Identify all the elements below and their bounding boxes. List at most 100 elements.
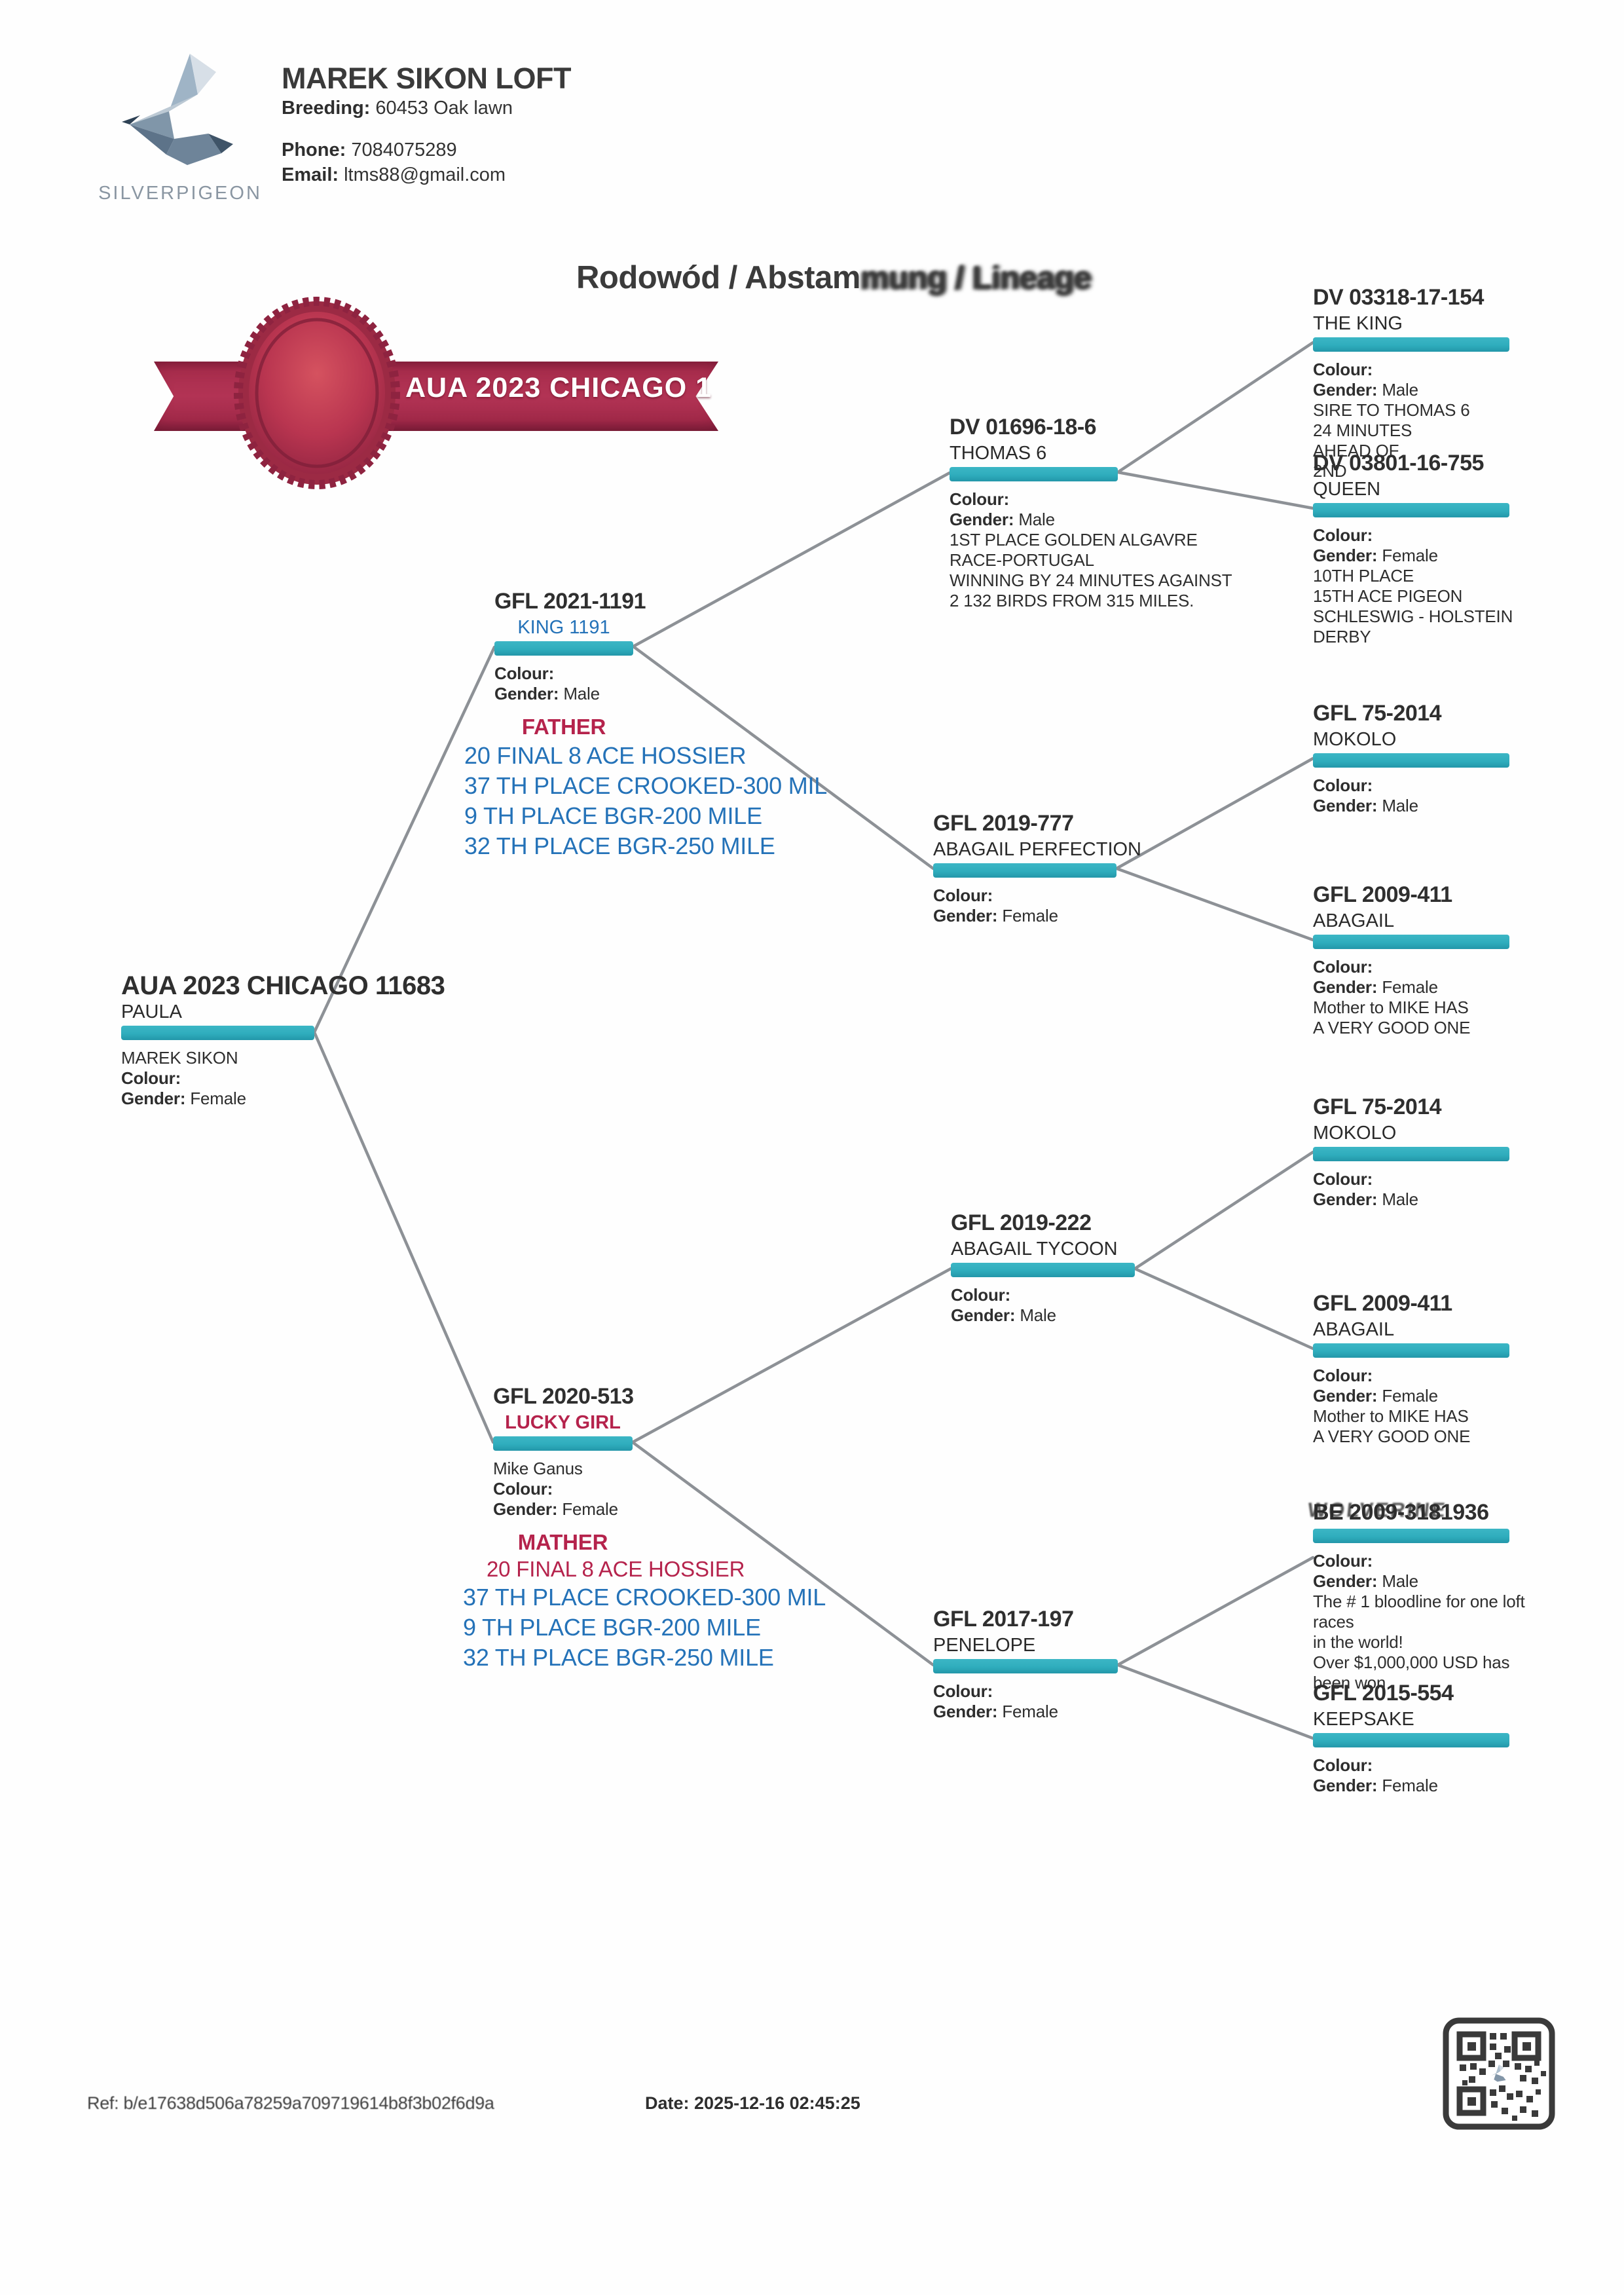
detail-value: 20 FINAL 8 ACE HOSSIER — [464, 742, 747, 769]
detail-line: Gender: Male — [1313, 380, 1601, 400]
date-value: 2025-12-16 02:45:25 — [694, 2093, 860, 2113]
detail-label: Colour: — [1313, 957, 1373, 977]
detail-value: 15TH ACE PIGEON — [1313, 586, 1463, 606]
ring-number: BE 2009-3181936 WOLVERINE — [1306, 1498, 1601, 1527]
detail-value: Over $1,000,000 USD has — [1313, 1652, 1510, 1672]
detail-value: 2ND — [1313, 461, 1347, 481]
overlay-name: WOLVERINE — [1306, 1499, 1449, 1521]
detail-label: Gender: — [1313, 796, 1378, 815]
detail-value: Male — [1382, 796, 1418, 815]
detail-line: Colour: — [951, 1285, 1232, 1305]
pigeon-name: ABAGAIL TYCOON — [951, 1239, 1118, 1259]
detail-line: in the world! — [1313, 1632, 1601, 1652]
detail-label: Colour: — [1313, 360, 1373, 379]
pigeon-name: KEEPSAKE — [1313, 1709, 1414, 1730]
pigeon-name: MOKOLO — [1313, 729, 1397, 750]
detail-label: Colour: — [1313, 1169, 1373, 1189]
highlight-bar — [1313, 1529, 1509, 1543]
detail-line: Gender: Male — [1313, 1571, 1601, 1592]
detail-label: Gender: — [933, 906, 998, 925]
detail-value: 32 TH PLACE BGR-250 MILE — [463, 1644, 774, 1671]
pigeon-name: ABAGAIL — [1313, 1319, 1395, 1340]
detail-line: 32 TH PLACE BGR-250 MILE — [464, 831, 848, 861]
detail-line: WINNING BY 24 MINUTES AGAINST — [950, 570, 1232, 591]
detail-label: Gender: — [493, 1499, 558, 1519]
node-ggp6: GFL 2009-411 ABAGAIL Colour: Gender: Fem… — [1313, 1289, 1601, 1447]
detail-line: MAREK SIKON — [121, 1048, 527, 1068]
detail-line: Gender: Female — [1313, 1776, 1601, 1796]
detail-value: A VERY GOOD ONE — [1313, 1018, 1471, 1037]
pigeon-name: ABAGAIL PERFECTION — [933, 839, 1141, 860]
detail-line: 15TH ACE PIGEON — [1313, 586, 1601, 606]
detail-line: 2 132 BIRDS FROM 315 MILES. — [950, 591, 1231, 611]
detail-label: Colour: — [1313, 1551, 1373, 1571]
detail-line: Gender: Male — [1313, 1189, 1601, 1210]
detail-value: 20 FINAL 8 ACE HOSSIER — [487, 1557, 745, 1581]
detail-label: Gender: — [950, 510, 1014, 529]
detail-line: Colour: — [494, 663, 848, 684]
node-details: Colour: Gender: Female Mother to MIKE HAS… — [1313, 1366, 1601, 1447]
detail-line: Gender: Male — [494, 684, 848, 704]
highlight-bar — [1313, 337, 1509, 352]
pigeon-name: PAULA — [121, 1001, 182, 1022]
detail-line: A VERY GOOD ONE — [1313, 1018, 1601, 1038]
ring-number: DV 03318-17-154 — [1313, 285, 1484, 310]
node-gp1: DV 01696-18-6 THOMAS 6 Colour: Gender: M… — [950, 413, 1232, 611]
detail-line: MATHER — [493, 1529, 633, 1556]
page-title: Rodowód / Abstammung / Lineage — [576, 259, 1092, 296]
detail-line: Gender: Male — [1313, 796, 1601, 816]
detail-line: 37 TH PLACE CROOKED-300 MIL — [464, 771, 848, 801]
ring-number: GFL 2009-411 — [1313, 1291, 1452, 1316]
detail-label: Gender: — [1313, 380, 1378, 400]
detail-line: DERBY — [1313, 627, 1601, 647]
detail-line: Colour: — [1313, 525, 1601, 546]
detail-line: 24 MINUTES — [1313, 420, 1601, 441]
node-details: Colour: Gender: Male 1ST PLACE GOLDEN ALG… — [950, 489, 1232, 611]
detail-label: Gender: — [951, 1305, 1016, 1325]
pigeon-name: LUCKY GIRL — [505, 1412, 621, 1433]
node-details: Colour: Gender: Female 10TH PLACE 15TH ACE… — [1313, 525, 1601, 647]
detail-value: WINNING BY 24 MINUTES AGAINST — [950, 570, 1232, 590]
ring-number: GFL 2009-411 — [1313, 882, 1452, 907]
detail-value: AHEAD OF — [1313, 441, 1399, 460]
detail-label: Colour: — [1313, 1755, 1373, 1775]
highlight-bar — [1313, 935, 1509, 949]
node-gp2: GFL 2019-777 ABAGAIL PERFECTION Colour: … — [933, 809, 1215, 926]
node-ggp7: BE 2009-3181936 WOLVERINE Colour: Gender:… — [1306, 1498, 1601, 1693]
node-details: Colour: Gender: Male — [1313, 1169, 1601, 1210]
breeding-label: Breeding: — [282, 98, 371, 119]
highlight-bar — [933, 1659, 1118, 1673]
detail-line: 1ST PLACE GOLDEN ALGAVRE — [950, 530, 1231, 550]
detail-value: Male — [1018, 510, 1055, 529]
detail-label: Colour: — [951, 1285, 1011, 1305]
detail-value: Female — [1382, 546, 1438, 565]
detail-line: Gender: Female — [1313, 546, 1601, 566]
node-ggp8: GFL 2015-554 KEEPSAKE Colour: Gender: Fe… — [1313, 1679, 1601, 1796]
detail-line: Colour: — [950, 489, 1231, 510]
node-gp3: GFL 2019-222 ABAGAIL TYCOON Colour: Gend… — [951, 1208, 1232, 1326]
detail-line: 32 TH PLACE BGR-250 MILE — [463, 1643, 847, 1673]
detail-value: SCHLESWIG - HOLSTEIN — [1313, 606, 1513, 626]
highlight-bar — [950, 467, 1118, 481]
detail-line: FATHER — [494, 713, 633, 741]
detail-value: 1ST PLACE GOLDEN ALGAVRE — [950, 530, 1198, 550]
detail-line: 9 TH PLACE BGR-200 MILE — [464, 801, 848, 831]
detail-value: 2 132 BIRDS FROM 315 MILES. — [950, 591, 1194, 610]
detail-value: Male — [1020, 1305, 1056, 1325]
pigeon-name: QUEEN — [1313, 479, 1381, 500]
node-details: Colour: Gender: Male — [1313, 775, 1601, 816]
pigeon-name: PENELOPE — [933, 1635, 1036, 1656]
highlight-bar — [1313, 1343, 1509, 1358]
node-father: GFL 2021-1191 KING 1191 Colour: Gender: … — [464, 587, 848, 861]
detail-label: Colour: — [121, 1068, 181, 1088]
detail-line: Colour: — [1313, 1169, 1601, 1189]
detail-value: RACE-PORTUGAL — [950, 550, 1094, 570]
node-details: Colour: Gender: Male SIRE TO THOMAS 6 24 M… — [1313, 360, 1601, 481]
detail-line: Colour: — [1313, 775, 1601, 796]
detail-line: 20 FINAL 8 ACE HOSSIER — [464, 741, 848, 771]
node-ggp4: GFL 2009-411 ABAGAIL Colour: Gender: Fem… — [1313, 880, 1601, 1038]
node-ggp2: DV 03801-16-755 QUEEN Colour: Gender: Fe… — [1313, 449, 1601, 647]
reference-id: Ref: b/e17638d506a78259a709719614b8f3b02… — [87, 2093, 494, 2113]
detail-value: Female — [1382, 1386, 1438, 1406]
